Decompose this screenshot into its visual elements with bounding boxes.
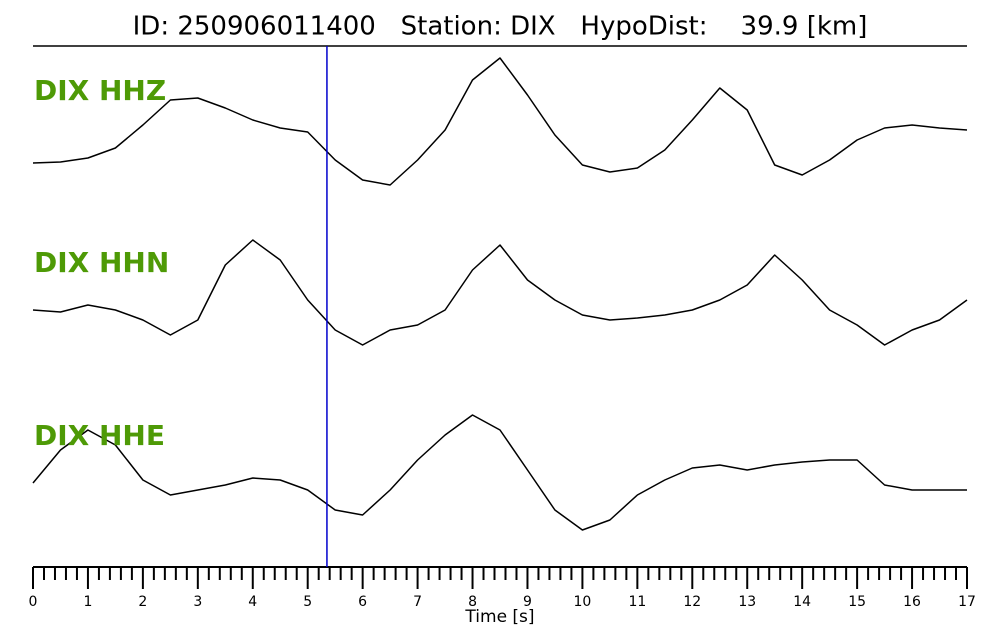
x-tick-label: 0 [29, 594, 38, 610]
x-tick-label: 6 [358, 594, 367, 610]
trace [32, 57, 968, 186]
trace-label: DIX HHN [34, 246, 169, 279]
chart-title: ID: 250906011400 Station: DIX HypoDist: … [133, 12, 868, 42]
x-tick-label: 4 [248, 594, 257, 610]
trace-label: DIX HHZ [34, 74, 166, 107]
x-tick-label: 11 [628, 594, 646, 610]
x-tick-label: 12 [683, 594, 701, 610]
trace [32, 414, 967, 531]
x-tick-label: 10 [573, 594, 591, 610]
x-tick-label: 16 [903, 594, 921, 610]
x-tick-label: 2 [138, 594, 147, 610]
x-axis-label: Time [s] [464, 607, 534, 627]
trace-label: DIX HHE [34, 419, 165, 452]
x-tick-label: 1 [83, 594, 92, 610]
x-tick-label: 3 [193, 594, 202, 610]
x-tick-label: 14 [793, 594, 811, 610]
trace [32, 239, 968, 346]
x-tick-label: 13 [738, 594, 756, 610]
x-tick-label: 8 [468, 594, 477, 610]
x-tick-label: 9 [523, 594, 532, 610]
x-tick-label: 15 [848, 594, 866, 610]
x-tick-label: 17 [958, 594, 976, 610]
x-tick-label: 5 [303, 594, 312, 610]
x-tick-label: 7 [413, 594, 422, 610]
